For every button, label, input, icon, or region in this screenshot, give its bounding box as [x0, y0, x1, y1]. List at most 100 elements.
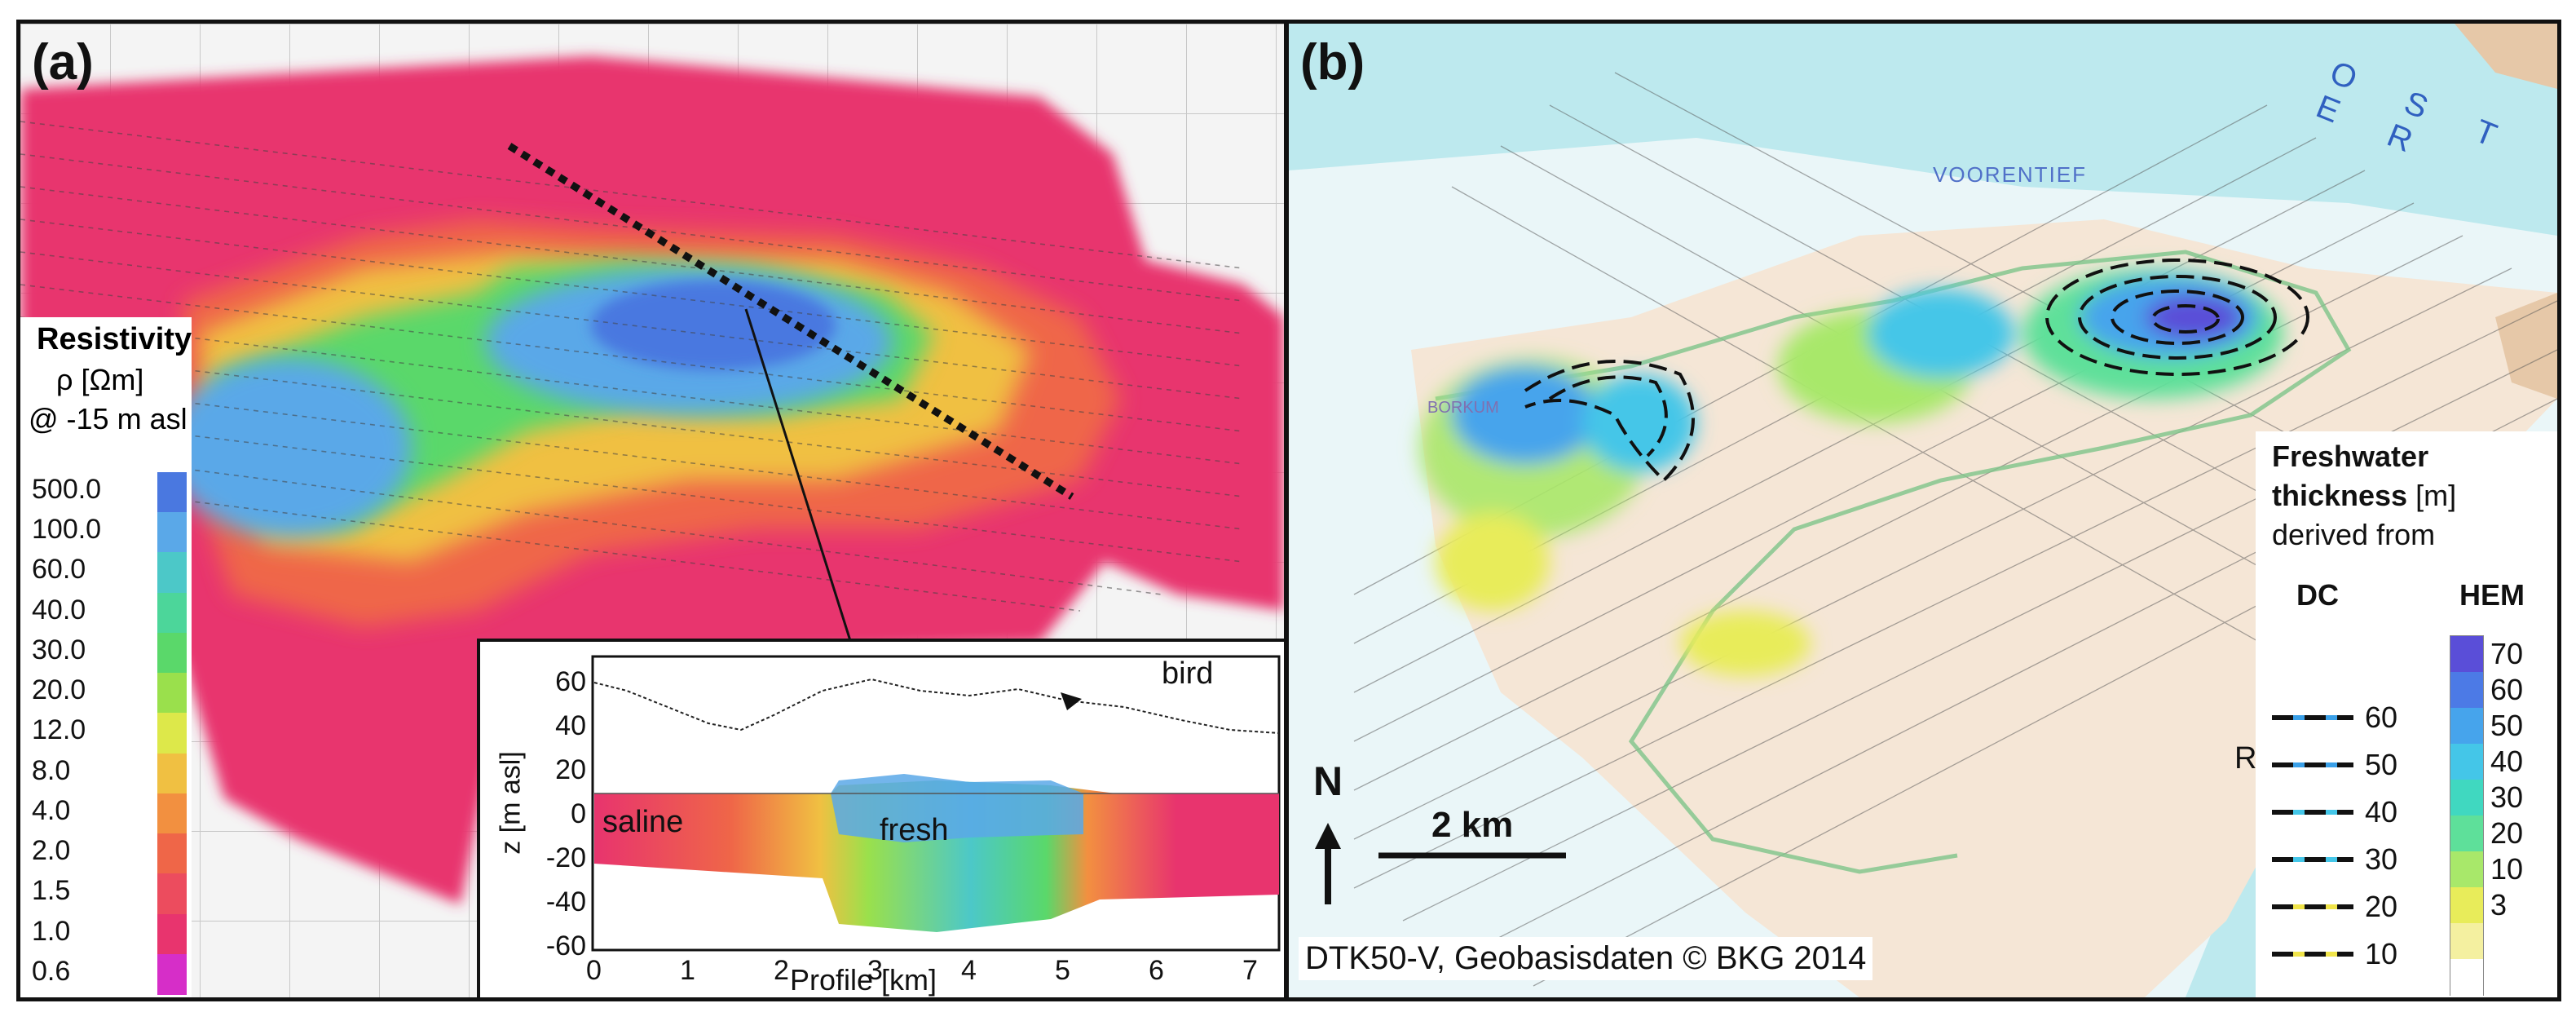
hem-colorbar: [2450, 635, 2484, 996]
colorbar-tick-label: 500.0: [32, 474, 102, 505]
scale-label: 2 km: [1431, 805, 1514, 845]
hem-colorbar-segment: [2450, 851, 2483, 888]
colorbar-segment: [157, 552, 187, 594]
colorbar-tick-label: 2.0: [32, 835, 71, 867]
dc-contour-label: 40: [2365, 795, 2398, 829]
bird-altitude-line: [593, 678, 1280, 734]
hem-tick-label: 3: [2490, 888, 2508, 922]
inset-y-tick: -20: [545, 842, 586, 873]
panel-a-label: (a): [32, 34, 94, 91]
inset-y-tick: 40: [555, 710, 586, 741]
colorbar-segment: [157, 873, 187, 915]
hem-colorbar-segment: [2450, 887, 2483, 924]
colorbar-segment: [157, 913, 187, 955]
hem-colorbar-segment: [2450, 744, 2483, 780]
hem-header: HEM: [2459, 578, 2525, 612]
inset-x-tick: 2: [774, 955, 789, 986]
hem-colorbar-segment: [2450, 959, 2483, 996]
inset-x-tick: 0: [586, 955, 602, 986]
road-network: [1435, 250, 2352, 874]
hem-tick-label: 70: [2490, 637, 2524, 670]
inset-x-tick: 3: [867, 955, 883, 986]
freshwater-lens-west: [167, 358, 412, 537]
colorbar-tick-label: 12.0: [32, 714, 86, 746]
hem-colorbar-segment: [2450, 923, 2483, 960]
colorbar-tick-label: 60.0: [32, 554, 86, 586]
inset-x-tick: 4: [961, 955, 977, 986]
dc-contour-swatch: [2272, 857, 2353, 862]
fresh-lens-section: [831, 774, 1083, 842]
flight-lines: [20, 121, 1244, 612]
colorbar-tick-label: 1.0: [32, 915, 71, 947]
dc-contour-swatch: [2272, 904, 2353, 909]
inset-y-label: z [m asl]: [495, 751, 527, 855]
hem-tick-label: 50: [2490, 709, 2524, 742]
map-credit: DTK50-V, Geobasisdaten © BKG 2014: [1299, 937, 1873, 980]
dc-contour-label: 10: [2365, 937, 2398, 970]
freshwater-map-svg: [1289, 24, 2557, 997]
dc-contour-label: 50: [2365, 748, 2398, 781]
profile-section-svg: [591, 655, 1281, 952]
dc-contour-label: 60: [2365, 701, 2398, 734]
colorbar-tick-label: 0.6: [32, 955, 71, 987]
inset-x-label: Profile [km]: [790, 963, 937, 997]
inset-y-tick: 60: [555, 666, 586, 697]
colorbar-tick-label: 40.0: [32, 594, 86, 625]
bird-label: bird: [1162, 656, 1214, 691]
hem-colorbar-segment: [2450, 672, 2483, 709]
freshwater-core-east: [591, 281, 836, 370]
legend-unit: ρ [Ωm]: [56, 363, 144, 396]
hem-tick-label: 20: [2490, 816, 2524, 850]
colorbar-segment: [157, 632, 187, 674]
resistivity-section: [594, 780, 1279, 932]
colorbar-tick-label: 100.0: [32, 514, 102, 546]
colorbar-segment: [157, 472, 187, 514]
colorbar-segment: [157, 713, 187, 754]
legend-b-title2: thickness: [2272, 479, 2408, 512]
panel-a-resistivity-map: (a) Resistivity ρ [Ωm] @ -15 m asl 500.0…: [16, 20, 1288, 1001]
colorbar-segment: [157, 833, 187, 875]
colorbar-segment: [157, 753, 187, 794]
saline-label: saline: [602, 805, 684, 839]
legend-b-title: Freshwater: [2272, 440, 2429, 473]
dc-contour-swatch: [2272, 715, 2353, 720]
freshwater-legend: Freshwater thickness [m] derived from DC…: [2256, 24, 2557, 997]
colorbar-tick-label: 1.5: [32, 875, 71, 907]
panel-b-label: (b): [1300, 34, 1365, 91]
profile-line: [507, 143, 1074, 500]
colorbar-segment: [157, 512, 187, 554]
inset-y-tick: -40: [545, 886, 586, 917]
colorbar-segment: [157, 793, 187, 835]
dc-contours: [1524, 259, 2309, 483]
resistivity-legend: Resistivity ρ [Ωm] @ -15 m asl 500.0 100.…: [20, 317, 192, 997]
north-arrow-icon: [1315, 823, 1341, 849]
panel-b-freshwater-map: (b) VOORENTIEF O S T E R BORKUM R N 2 km…: [1285, 20, 2561, 1001]
legend-depth: @ -15 m asl: [29, 402, 187, 435]
hem-colorbar-segment: [2450, 636, 2483, 673]
dc-contour-swatch: [2272, 810, 2353, 815]
hem-tick-label: 40: [2490, 745, 2524, 778]
inset-x-tick: 6: [1149, 955, 1164, 986]
colorbar-segment: [157, 592, 187, 634]
r-label: R: [2234, 741, 2257, 776]
hem-tick-label: 60: [2490, 673, 2524, 706]
colorbar-tick-label: 8.0: [32, 754, 71, 786]
legend-b-unit: [m]: [2415, 479, 2457, 512]
hem-tick-label: 10: [2490, 852, 2524, 886]
hem-tick-label: 30: [2490, 780, 2524, 814]
inset-x-tick: 7: [1242, 955, 1258, 986]
island-name: BORKUM: [1427, 399, 1499, 417]
hem-colorbar-segment: [2450, 815, 2483, 852]
fresh-label: fresh: [880, 813, 949, 847]
colorbar-segment: [157, 673, 187, 714]
resistivity-map-svg: [20, 24, 1284, 997]
inset-y-tick: 0: [571, 798, 586, 829]
colorbar-tick-label: 30.0: [32, 634, 86, 665]
dc-contour-label: 30: [2365, 842, 2398, 876]
resistivity-colorbar: [157, 472, 187, 995]
dc-contour-swatch: [2272, 762, 2353, 767]
dc-contour-label: 20: [2365, 890, 2398, 923]
legend-b-source: derived from: [2272, 518, 2436, 551]
north-label: N: [1313, 758, 1343, 804]
hem-colorbar-segment: [2450, 708, 2483, 745]
